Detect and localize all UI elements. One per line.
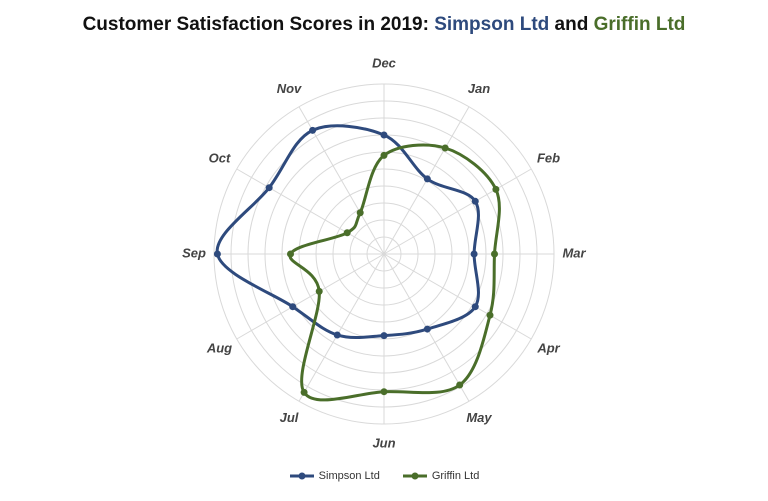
data-point-griffin-ltd-aug bbox=[315, 287, 323, 295]
legend-item-simpson: Simpson Ltd bbox=[289, 470, 380, 482]
category-label-may: May bbox=[466, 410, 492, 425]
data-point-simpson-ltd-oct bbox=[265, 184, 273, 192]
category-label-oct: Oct bbox=[209, 150, 231, 165]
grid-spoke bbox=[298, 253, 385, 402]
data-point-simpson-ltd-jun bbox=[380, 332, 388, 340]
category-label-sep: Sep bbox=[182, 245, 206, 260]
category-label-apr: Apr bbox=[536, 340, 560, 355]
title-prefix: Customer Satisfaction Scores in 2019: bbox=[82, 14, 435, 35]
title-series-griffin: Griffin Ltd bbox=[593, 14, 686, 35]
data-point-simpson-ltd-may bbox=[423, 325, 431, 333]
title-series-simpson: Simpson Ltd bbox=[434, 14, 550, 35]
category-label-nov: Nov bbox=[277, 81, 302, 96]
data-point-griffin-ltd-jan bbox=[441, 144, 449, 152]
category-label-jan: Jan bbox=[468, 81, 490, 96]
grid-spoke bbox=[383, 253, 532, 340]
data-point-simpson-ltd-dec bbox=[380, 131, 388, 139]
data-point-simpson-ltd-sep bbox=[213, 250, 221, 258]
legend-label-griffin: Griffin Ltd bbox=[431, 470, 480, 482]
data-point-griffin-ltd-dec bbox=[380, 151, 388, 159]
legend: Simpson Ltd Griffin Ltd bbox=[0, 470, 768, 482]
data-point-griffin-ltd-jul bbox=[300, 388, 308, 396]
legend-label-simpson: Simpson Ltd bbox=[318, 470, 380, 482]
data-point-simpson-ltd-jul bbox=[333, 331, 341, 339]
legend-swatch-griffin bbox=[402, 472, 427, 480]
data-point-griffin-ltd-apr bbox=[486, 311, 494, 319]
data-point-griffin-ltd-sep bbox=[287, 250, 294, 258]
grid-spoke bbox=[236, 168, 385, 255]
chart-title: Customer Satisfaction Scores in 2019: Si… bbox=[0, 14, 768, 36]
category-label-jun: Jun bbox=[372, 435, 395, 450]
category-label-mar: Mar bbox=[562, 245, 586, 260]
data-point-simpson-ltd-jan bbox=[423, 175, 431, 183]
data-point-simpson-ltd-aug bbox=[289, 303, 297, 311]
category-label-aug: Aug bbox=[206, 340, 232, 355]
data-point-griffin-ltd-oct bbox=[343, 229, 351, 237]
data-point-simpson-ltd-feb bbox=[471, 197, 479, 205]
data-point-simpson-ltd-mar bbox=[470, 250, 478, 258]
data-point-simpson-ltd-apr bbox=[471, 303, 479, 311]
legend-item-griffin: Griffin Ltd bbox=[402, 470, 480, 482]
data-point-griffin-ltd-jun bbox=[380, 388, 388, 396]
title-joiner: and bbox=[549, 14, 594, 35]
category-label-dec: Dec bbox=[372, 55, 397, 70]
data-point-griffin-ltd-mar bbox=[491, 250, 498, 258]
grid-spoke bbox=[236, 253, 385, 340]
data-point-griffin-ltd-feb bbox=[492, 185, 500, 193]
grid-spoke bbox=[383, 168, 532, 255]
legend-swatch-simpson bbox=[289, 472, 314, 480]
data-point-simpson-ltd-nov bbox=[309, 126, 317, 134]
category-label-jul: Jul bbox=[280, 410, 299, 425]
data-point-griffin-ltd-nov bbox=[356, 209, 364, 217]
data-point-griffin-ltd-may bbox=[456, 381, 464, 389]
category-label-feb: Feb bbox=[537, 150, 560, 165]
